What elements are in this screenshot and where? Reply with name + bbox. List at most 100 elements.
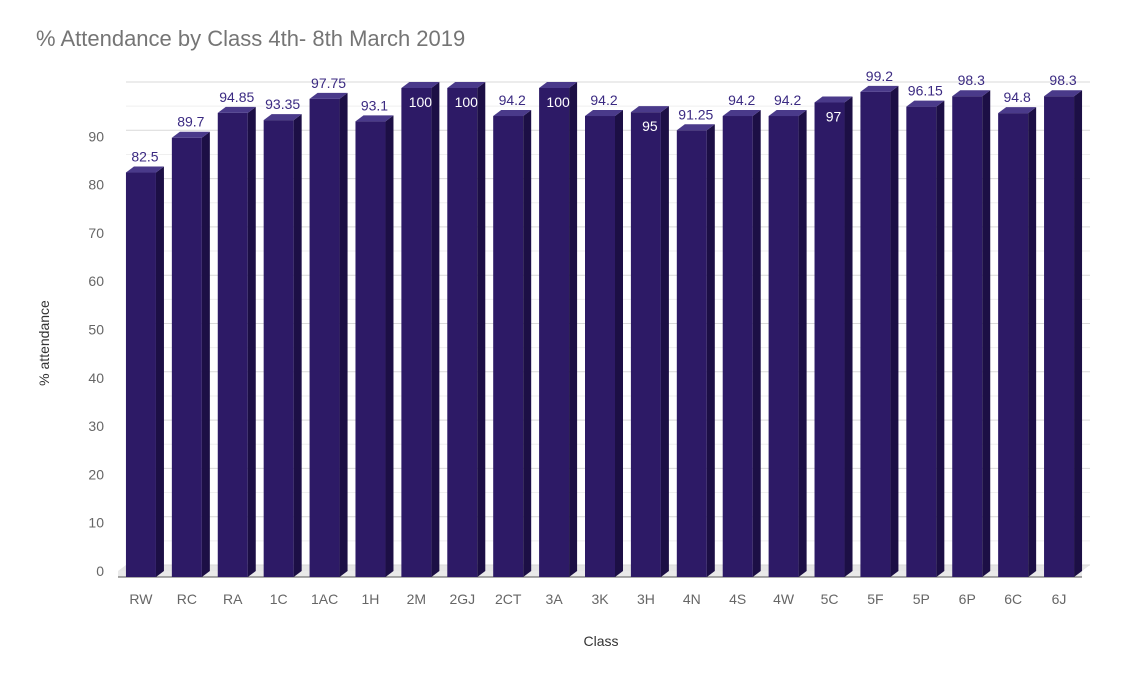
y-tick-label: 50 xyxy=(88,322,104,338)
bar-top-6P xyxy=(952,90,991,97)
y-tick-label: 10 xyxy=(88,515,104,531)
bar-top-RC xyxy=(171,131,210,138)
data-label-4N: 91.25 xyxy=(678,106,713,122)
y-tick-label: 80 xyxy=(88,177,104,193)
bar-side-6C xyxy=(1028,107,1037,577)
bar-side-2CT xyxy=(523,110,532,577)
bar-top-2CT xyxy=(493,110,532,117)
bar-side-2GJ xyxy=(477,82,486,577)
bar-top-1H xyxy=(355,115,394,122)
data-label-1AC: 97.75 xyxy=(311,75,346,91)
bar-side-4S xyxy=(752,110,761,577)
x-tick-label-3H: 3H xyxy=(637,591,655,607)
x-tick-label-3K: 3K xyxy=(591,591,609,607)
data-label-3H: 95 xyxy=(642,118,658,134)
bar-side-4N xyxy=(706,124,715,577)
chart-title: % Attendance by Class 4th- 8th March 201… xyxy=(36,26,466,51)
y-tick-label: 0 xyxy=(96,563,104,579)
bar-top-5C xyxy=(814,96,853,103)
bar-top-5F xyxy=(860,85,899,92)
bar-RW xyxy=(125,172,156,577)
bar-3K xyxy=(585,116,615,577)
bar-side-RA xyxy=(247,106,256,577)
bar-side-RW xyxy=(155,166,164,577)
x-tick-label-3A: 3A xyxy=(546,591,564,607)
bar-5F xyxy=(860,91,891,577)
bar-2GJ xyxy=(447,88,478,577)
y-tick-label: 40 xyxy=(88,370,104,386)
data-label-6P: 98.3 xyxy=(958,72,985,88)
bar-side-RC xyxy=(201,131,210,577)
bar-top-5P xyxy=(906,100,945,107)
x-tick-label-1C: 1C xyxy=(270,591,288,607)
bar-side-5F xyxy=(890,85,899,577)
bar-6P xyxy=(952,96,983,577)
bar-side-3A xyxy=(569,82,578,577)
bar-side-3H xyxy=(660,106,669,578)
bar-top-4S xyxy=(722,110,761,117)
data-label-3A: 100 xyxy=(546,94,570,110)
x-tick-label-4W: 4W xyxy=(773,591,795,607)
bar-top-2GJ xyxy=(447,82,486,88)
x-tick-label-6J: 6J xyxy=(1052,591,1067,607)
bar-side-5P xyxy=(936,100,945,578)
bar-top-6J xyxy=(1044,90,1083,97)
y-tick-label: 70 xyxy=(88,225,104,241)
data-label-6C: 94.8 xyxy=(1004,89,1031,105)
bar-top-3H xyxy=(630,106,669,113)
bar-top-4N xyxy=(676,124,715,131)
data-label-4W: 94.2 xyxy=(774,92,801,108)
bar-top-3A xyxy=(539,82,578,88)
bar-5C xyxy=(814,102,845,578)
x-tick-label-5P: 5P xyxy=(913,591,930,607)
bar-RA xyxy=(217,112,248,577)
bar-3H xyxy=(630,112,661,578)
bar-side-1H xyxy=(385,115,394,578)
data-label-1C: 93.35 xyxy=(265,96,300,112)
x-tick-label-RW: RW xyxy=(129,591,153,607)
data-label-3K: 94.2 xyxy=(590,92,617,108)
data-label-2GJ: 100 xyxy=(455,94,479,110)
bar-2CT xyxy=(493,116,524,577)
y-tick-label: 60 xyxy=(88,273,104,289)
bar-2M xyxy=(401,88,432,577)
bar-top-2M xyxy=(401,82,440,88)
bar-RC xyxy=(171,137,202,577)
bar-side-4W xyxy=(798,110,807,577)
bar-1H xyxy=(355,121,386,578)
x-tick-label-1H: 1H xyxy=(362,591,380,607)
y-tick-label: 90 xyxy=(88,128,104,144)
bar-top-1C xyxy=(263,114,302,121)
y-tick-label: 30 xyxy=(88,418,104,434)
bar-4N xyxy=(676,130,707,577)
bar-side-3K xyxy=(615,110,623,577)
data-label-4S: 94.2 xyxy=(728,92,755,108)
x-tick-label-RC: RC xyxy=(177,591,197,607)
bar-side-1C xyxy=(293,114,302,577)
bar-4S xyxy=(722,116,753,577)
x-tick-label-5C: 5C xyxy=(821,591,839,607)
data-label-RA: 94.85 xyxy=(219,89,254,105)
bar-1AC xyxy=(309,98,340,578)
data-label-1H: 93.1 xyxy=(361,97,388,113)
x-tick-label-5F: 5F xyxy=(867,591,883,607)
data-label-2M: 100 xyxy=(409,94,433,110)
bar-4W xyxy=(768,116,799,577)
data-label-6J: 98.3 xyxy=(1049,72,1076,88)
bar-top-1AC xyxy=(309,92,348,99)
bar-6J xyxy=(1044,96,1075,577)
x-tick-label-4S: 4S xyxy=(729,591,746,607)
bar-6C xyxy=(998,113,1029,577)
y-axis-title: % attendance xyxy=(36,300,52,386)
data-label-2CT: 94.2 xyxy=(499,92,526,108)
x-tick-label-2GJ: 2GJ xyxy=(449,591,475,607)
bar-side-1AC xyxy=(339,92,348,578)
bar-side-6P xyxy=(982,90,991,577)
x-tick-label-4N: 4N xyxy=(683,591,701,607)
data-label-5F: 99.2 xyxy=(866,68,893,84)
x-tick-label-RA: RA xyxy=(223,591,243,607)
x-tick-label-6C: 6C xyxy=(1004,591,1022,607)
data-label-RW: 82.5 xyxy=(131,149,158,165)
x-tick-label-1AC: 1AC xyxy=(311,591,338,607)
